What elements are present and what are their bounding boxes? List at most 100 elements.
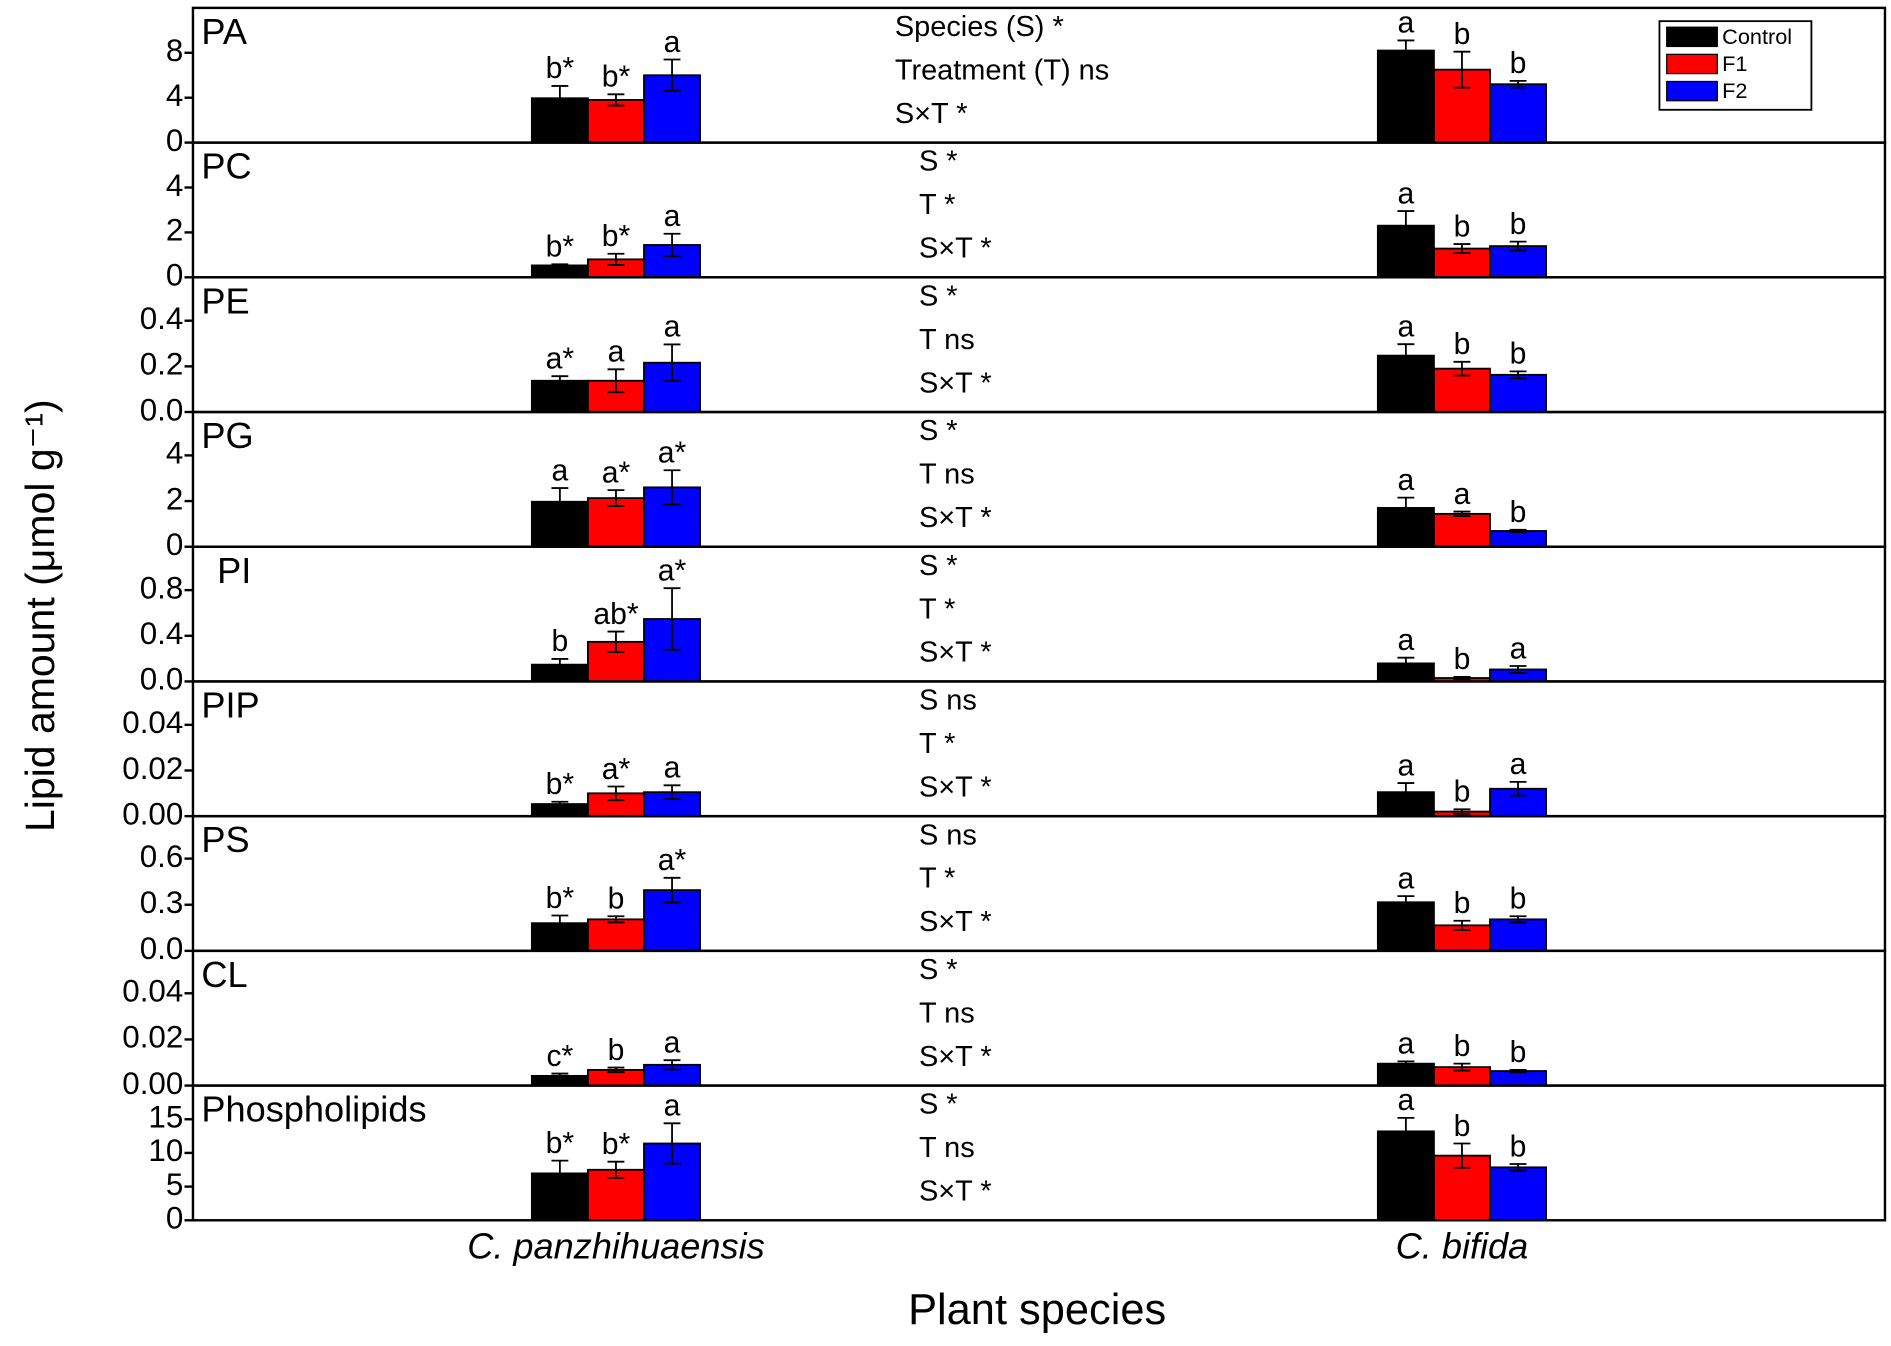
legend-swatch (1666, 26, 1718, 48)
legend-label: F2 (1722, 78, 1747, 103)
x-axis-title: Plant species (908, 1286, 1166, 1334)
panel-frame (191, 410, 1887, 548)
value-label: b (1510, 338, 1527, 371)
value-label: a* (602, 753, 631, 786)
panel-title: PG (201, 415, 253, 456)
value-label: b (1510, 496, 1527, 529)
value-label: a (664, 752, 681, 785)
panel-title: Phospholipids (201, 1089, 426, 1130)
value-label: a (552, 454, 569, 487)
value-label: b (1510, 1130, 1527, 1163)
bar (1489, 373, 1547, 413)
annotation: S×T * (919, 233, 992, 265)
y-tick-label: 0.04 (122, 705, 183, 740)
value-label: a* (658, 437, 687, 470)
panel-title: PI (217, 550, 251, 591)
y-tick-label: 0.4 (140, 301, 184, 336)
bar (1376, 1062, 1435, 1087)
panel-title: PS (201, 819, 249, 860)
y-tick-label: 4 (166, 168, 183, 203)
bar (1376, 49, 1435, 144)
panel-frame (191, 1084, 1887, 1222)
y-tick-label: 0 (166, 123, 183, 158)
legend-swatch (1666, 53, 1718, 75)
value-label: a (1398, 177, 1415, 210)
annotation: S * (919, 280, 958, 312)
value-label: a (1398, 464, 1415, 497)
value-label: b (1454, 887, 1471, 920)
y-tick-label: 0.0 (140, 662, 184, 697)
y-tick-label: 0.02 (122, 751, 183, 786)
annotation: S×T * (919, 367, 992, 399)
value-label: a (1510, 748, 1527, 781)
value-label: a (664, 1026, 681, 1059)
value-label: a (1398, 862, 1415, 895)
bar (1433, 512, 1491, 548)
x-tick-label: C. bifida (1396, 1225, 1529, 1266)
value-label: b (1454, 643, 1471, 676)
value-label: a (1398, 624, 1415, 657)
value-label: a (664, 311, 681, 344)
value-label: c* (546, 1040, 573, 1073)
value-label: b (1454, 1110, 1471, 1143)
y-tick-label: 0.0 (140, 392, 184, 427)
value-label: a (1398, 1028, 1415, 1061)
y-tick-label: 0.0 (140, 931, 184, 966)
annotation: Treatment (T) ns (895, 54, 1109, 86)
bar (1489, 1166, 1547, 1222)
value-label: b* (546, 52, 575, 85)
value-label: a (664, 200, 681, 233)
y-tick-label: 0 (166, 258, 183, 293)
annotation: S ns (919, 819, 977, 851)
annotation: T ns (919, 324, 975, 356)
annotation: S×T * (919, 771, 992, 803)
bar (1376, 901, 1435, 952)
y-tick-label: 4 (166, 78, 183, 113)
value-label: b (1454, 776, 1471, 809)
annotation: S×T * (919, 906, 992, 938)
value-label: b* (602, 220, 631, 253)
panel-title: PIP (201, 685, 259, 726)
y-tick-label: 0.02 (122, 1020, 183, 1055)
panel-title: PC (201, 146, 251, 187)
annotation: T * (919, 593, 955, 625)
value-label: a* (658, 554, 687, 587)
value-label: a* (546, 342, 575, 375)
y-tick-label: 10 (148, 1133, 183, 1168)
y-tick-label: 0.6 (140, 839, 184, 874)
value-label: a (664, 26, 681, 59)
annotation: Species (S) * (895, 11, 1064, 43)
value-label: b* (546, 231, 575, 264)
value-label: b* (546, 1127, 575, 1160)
value-label: b (1510, 47, 1527, 80)
value-label: b (552, 625, 569, 658)
bar (1489, 83, 1547, 144)
value-label: a (1398, 311, 1415, 344)
annotation: S * (919, 146, 958, 178)
value-label: a* (658, 844, 687, 877)
value-label: b (1454, 18, 1471, 51)
annotation: T ns (919, 459, 975, 491)
panel-frame (191, 949, 1887, 1087)
annotation: S×T * (919, 637, 992, 669)
value-label: a (1454, 478, 1471, 511)
value-label: b (1510, 208, 1527, 241)
panel-frame (191, 141, 1887, 279)
y-tick-label: 0.00 (122, 1066, 183, 1101)
annotation: S×T * (919, 502, 992, 534)
y-tick-label: 0.00 (122, 796, 183, 831)
annotation: T * (919, 863, 955, 895)
value-label: b* (546, 882, 575, 915)
annotation: S×T * (919, 1176, 992, 1208)
y-tick-label: 0.8 (140, 570, 184, 605)
panel-title: PE (201, 280, 249, 321)
panel-title: PA (201, 11, 247, 52)
y-tick-label: 0.2 (140, 347, 184, 382)
value-label: b (1454, 328, 1471, 361)
annotation: S * (919, 415, 958, 447)
y-tick-label: 2 (166, 481, 183, 516)
value-label: a* (602, 456, 631, 489)
value-label: a (608, 336, 625, 369)
value-label: a (1398, 7, 1415, 40)
